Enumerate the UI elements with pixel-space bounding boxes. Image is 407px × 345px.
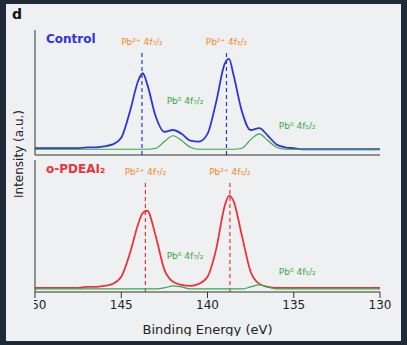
svg-text:Pb⁰ 4f₅/₂: Pb⁰ 4f₅/₂ — [279, 121, 316, 131]
svg-text:Pb²⁺ 4f₅/₂: Pb²⁺ 4f₅/₂ — [206, 37, 248, 47]
html-text:Control: Control — [46, 32, 96, 46]
svg-text:Pb⁰ 4f₇/₂: Pb⁰ 4f₇/₂ — [167, 251, 204, 261]
html-text:o-PDEAI₂: o-PDEAI₂ — [46, 162, 106, 176]
svg-text:Pb⁰ 4f₅/₂: Pb⁰ 4f₅/₂ — [279, 267, 316, 277]
svg-text:Pb⁰ 4f₇/₂: Pb⁰ 4f₇/₂ — [167, 96, 204, 106]
svg-text:Pb²⁺ 4f₇/₂: Pb²⁺ 4f₇/₂ — [121, 37, 163, 47]
svg-text:Binding Energy (eV): Binding Energy (eV) — [143, 322, 273, 336]
svg-text:140: 140 — [196, 298, 219, 312]
svg-text:Pb²⁺ 4f₅/₂: Pb²⁺ 4f₅/₂ — [209, 167, 251, 177]
svg-text:150: 150 — [34, 298, 46, 312]
svg-text:135: 135 — [282, 298, 305, 312]
svg-text:130: 130 — [369, 298, 392, 312]
svg-text:145: 145 — [110, 298, 133, 312]
svg-text:Pb²⁺ 4f₇/₂: Pb²⁺ 4f₇/₂ — [125, 167, 167, 177]
html-text:Intensity (a.u.): Intensity (a.u.) — [12, 110, 26, 198]
html-text:d: d — [12, 6, 22, 22]
